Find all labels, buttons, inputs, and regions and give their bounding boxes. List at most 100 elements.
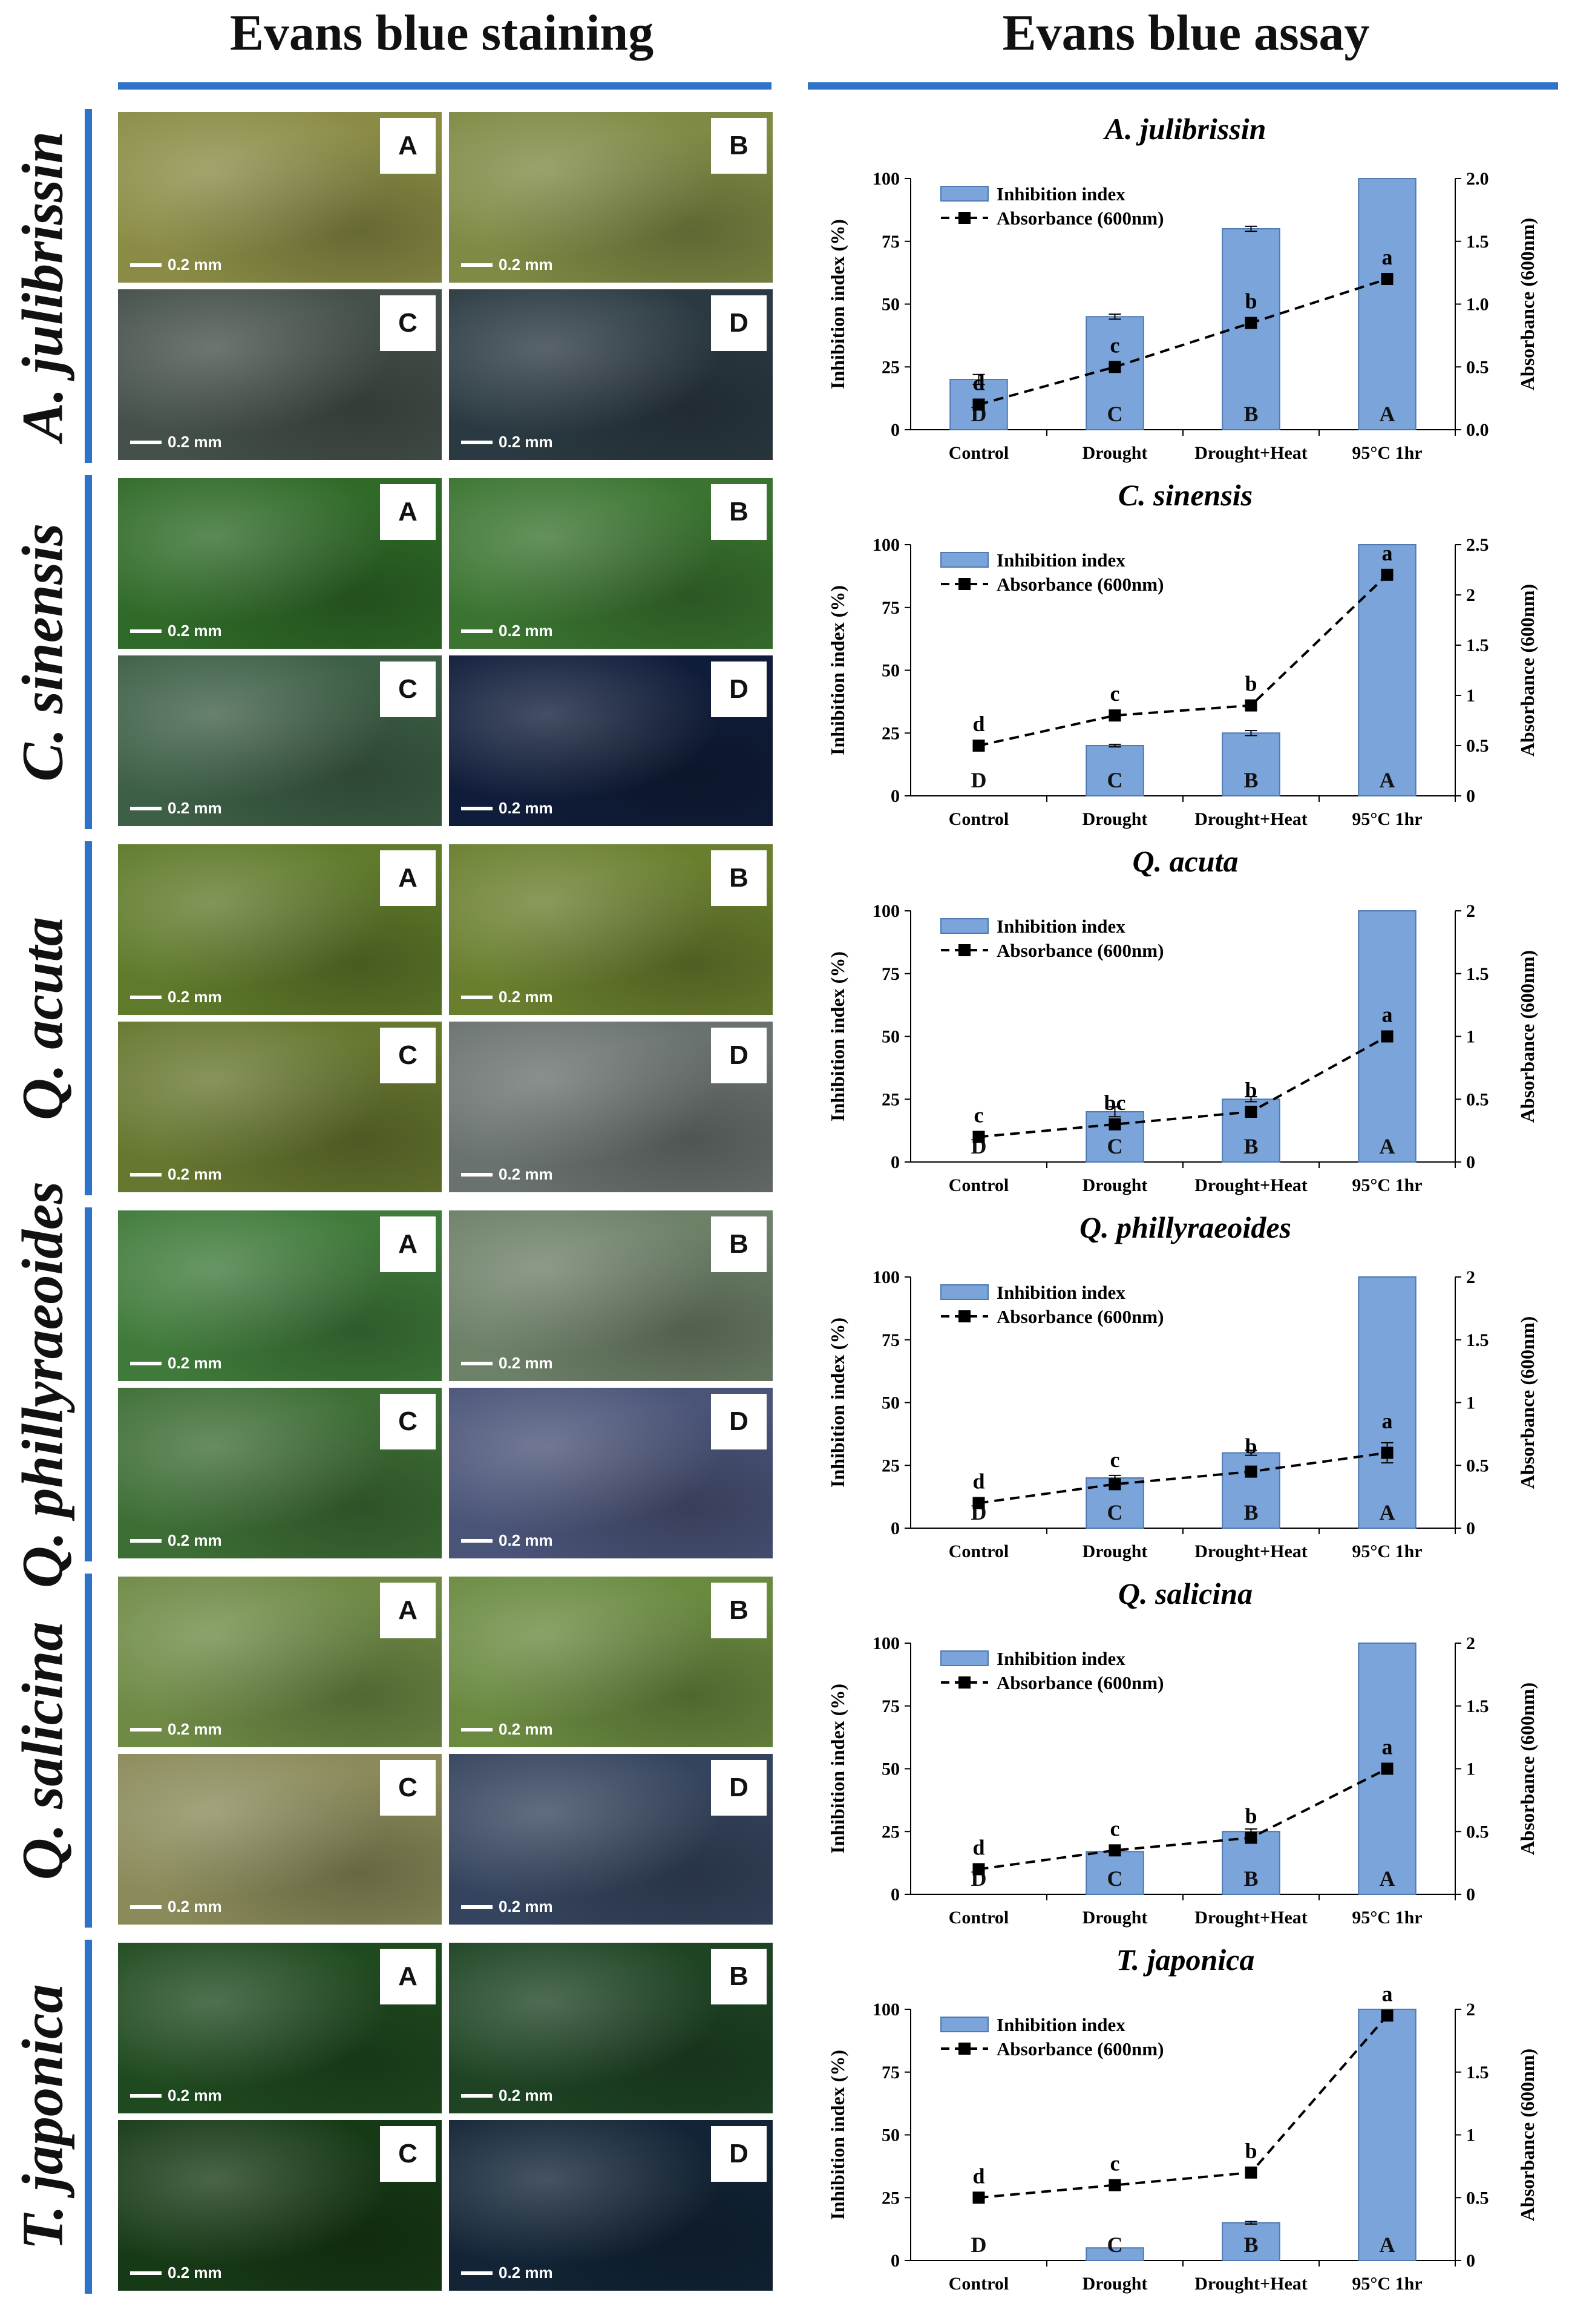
absorbance-line <box>978 278 1388 406</box>
scale-bar-line <box>130 995 162 999</box>
species-name: Q. phillyraeoides <box>10 1181 75 1588</box>
absorbance-point <box>972 1863 985 1876</box>
point-significance-letter: b <box>1245 672 1257 696</box>
photo-letter-badge: B <box>711 118 767 174</box>
scale-bar-label: 0.2 mm <box>499 988 553 1006</box>
bar-significance-letter: B <box>1243 402 1258 426</box>
absorbance-point <box>1109 1844 1121 1857</box>
y2-tick-label: 1.5 <box>1466 2063 1489 2083</box>
y2-axis-label: Absorbance (600nm) <box>1516 1316 1538 1489</box>
y2-axis-label: Absorbance (600nm) <box>1516 584 1538 757</box>
y-tick-label: 25 <box>882 723 900 743</box>
photo-letter-badge: C <box>380 661 436 717</box>
bar-significance-letter: C <box>1107 1134 1123 1158</box>
scale-bar-line <box>130 806 162 810</box>
y2-tick-label: 1 <box>1466 1759 1475 1779</box>
photo-letter-badge: A <box>380 1216 436 1272</box>
photo-letter-badge: A <box>380 850 436 906</box>
y-tick-label: 0 <box>891 1152 900 1172</box>
inhibition-bar <box>1222 228 1280 430</box>
point-significance-letter: b <box>1245 1078 1257 1102</box>
y-tick-label: 75 <box>882 1330 900 1350</box>
scale-bar-label: 0.2 mm <box>168 799 222 817</box>
legend-line-label: Absorbance (600nm) <box>997 1306 1164 1327</box>
bar-significance-letter: B <box>1243 2233 1258 2257</box>
scale-bar-label: 0.2 mm <box>499 1165 553 1183</box>
scale-bar: 0.2 mm <box>130 1165 222 1184</box>
y-tick-label: 50 <box>882 1393 900 1413</box>
scale-bar-label: 0.2 mm <box>168 2086 222 2104</box>
stain-photo: A 0.2 mm <box>118 1210 442 1381</box>
inhibition-bar <box>1086 316 1144 430</box>
y2-tick-label: 1.5 <box>1466 1330 1489 1350</box>
x-tick-label: Control <box>949 1175 1009 1195</box>
species-block: Q. phillyraeoides A 0.2 mm B 0.2 mm C 0.2 mm D 0… <box>0 1181 787 1587</box>
bar-significance-letter: B <box>1243 1134 1258 1158</box>
legend-line-label: Absorbance (600nm) <box>997 574 1164 595</box>
y2-tick-label: 0.5 <box>1466 736 1489 756</box>
y2-tick-label: 0 <box>1466 1518 1475 1538</box>
y2-axis-label: Absorbance (600nm) <box>1516 218 1538 390</box>
absorbance-point <box>1109 2179 1121 2191</box>
y2-tick-label: 2 <box>1466 585 1475 605</box>
y2-tick-label: 2 <box>1466 901 1475 921</box>
absorbance-point <box>972 2191 985 2204</box>
y2-tick-label: 0.0 <box>1466 420 1489 440</box>
scale-bar-label: 0.2 mm <box>168 1165 222 1183</box>
photo-letter-badge: D <box>711 295 767 351</box>
y-tick-label: 75 <box>882 2063 900 2083</box>
y-tick-label: 100 <box>873 169 900 189</box>
y2-tick-label: 0.5 <box>1466 2188 1489 2208</box>
species-side-bar <box>85 475 92 829</box>
y-tick-label: 25 <box>882 1089 900 1109</box>
x-tick-label: 95°C 1hr <box>1352 1908 1422 1928</box>
x-tick-label: 95°C 1hr <box>1352 443 1422 463</box>
species-block: Q. salicina A 0.2 mm B 0.2 mm C 0.2 mm D 0.2 mm <box>0 1574 787 1928</box>
scale-bar: 0.2 mm <box>461 1720 553 1739</box>
absorbance-point <box>1245 1465 1257 1478</box>
right-title-rule <box>808 82 1558 90</box>
x-tick-label: Drought+Heat <box>1194 1541 1308 1561</box>
y-tick-label: 50 <box>882 2125 900 2145</box>
scale-bar-label: 0.2 mm <box>168 433 222 451</box>
y-tick-label: 0 <box>891 786 900 806</box>
stain-photo: B 0.2 mm <box>449 1943 773 2113</box>
stain-photo: C 0.2 mm <box>118 1022 442 1192</box>
absorbance-line <box>978 1451 1387 1505</box>
y-tick-label: 0 <box>891 1518 900 1538</box>
scale-bar-label: 0.2 mm <box>499 2086 553 2104</box>
scale-bar: 0.2 mm <box>461 622 553 640</box>
photo-letter-badge: C <box>380 1760 436 1816</box>
photo-letter-badge: D <box>711 1760 767 1816</box>
chart-title: Q. salicina <box>1118 1577 1253 1610</box>
scale-bar-label: 0.2 mm <box>499 1720 553 1738</box>
left-title-rule <box>118 82 771 90</box>
point-significance-letter: a <box>1382 245 1393 269</box>
point-significance-letter: a <box>1382 1003 1393 1027</box>
y-tick-label: 75 <box>882 964 900 984</box>
photo-letter-badge: B <box>711 1216 767 1272</box>
point-significance-letter: c <box>1110 1816 1120 1840</box>
y-tick-label: 50 <box>882 1027 900 1047</box>
legend-line-marker <box>958 578 971 590</box>
photo-letter-badge: C <box>380 295 436 351</box>
inhibition-bar <box>1222 1452 1280 1529</box>
bar-significance-letter: C <box>1107 2233 1123 2257</box>
stain-photo: C 0.2 mm <box>118 1388 442 1558</box>
chart-title: Q. acuta <box>1133 844 1239 878</box>
chart-title: Q. phillyraeoides <box>1079 1210 1291 1244</box>
scale-bar-label: 0.2 mm <box>499 1897 553 1915</box>
x-tick-label: Drought+Heat <box>1194 443 1308 463</box>
species-name: T. japonica <box>10 1983 75 2250</box>
scale-bar-label: 0.2 mm <box>499 433 553 451</box>
bar-significance-letter: A <box>1380 2233 1395 2257</box>
scale-bar: 0.2 mm <box>130 1354 222 1373</box>
bar-significance-letter: A <box>1380 1500 1395 1525</box>
inhibition-bar <box>1222 2222 1280 2261</box>
x-tick-label: Drought <box>1083 2274 1148 2294</box>
x-tick-label: 95°C 1hr <box>1352 1541 1422 1561</box>
legend-bar-label: Inhibition index <box>997 183 1125 205</box>
scale-bar-line <box>461 629 493 633</box>
y-axis-label: Inhibition index (%) <box>827 951 848 1121</box>
scale-bar-label: 0.2 mm <box>168 988 222 1006</box>
